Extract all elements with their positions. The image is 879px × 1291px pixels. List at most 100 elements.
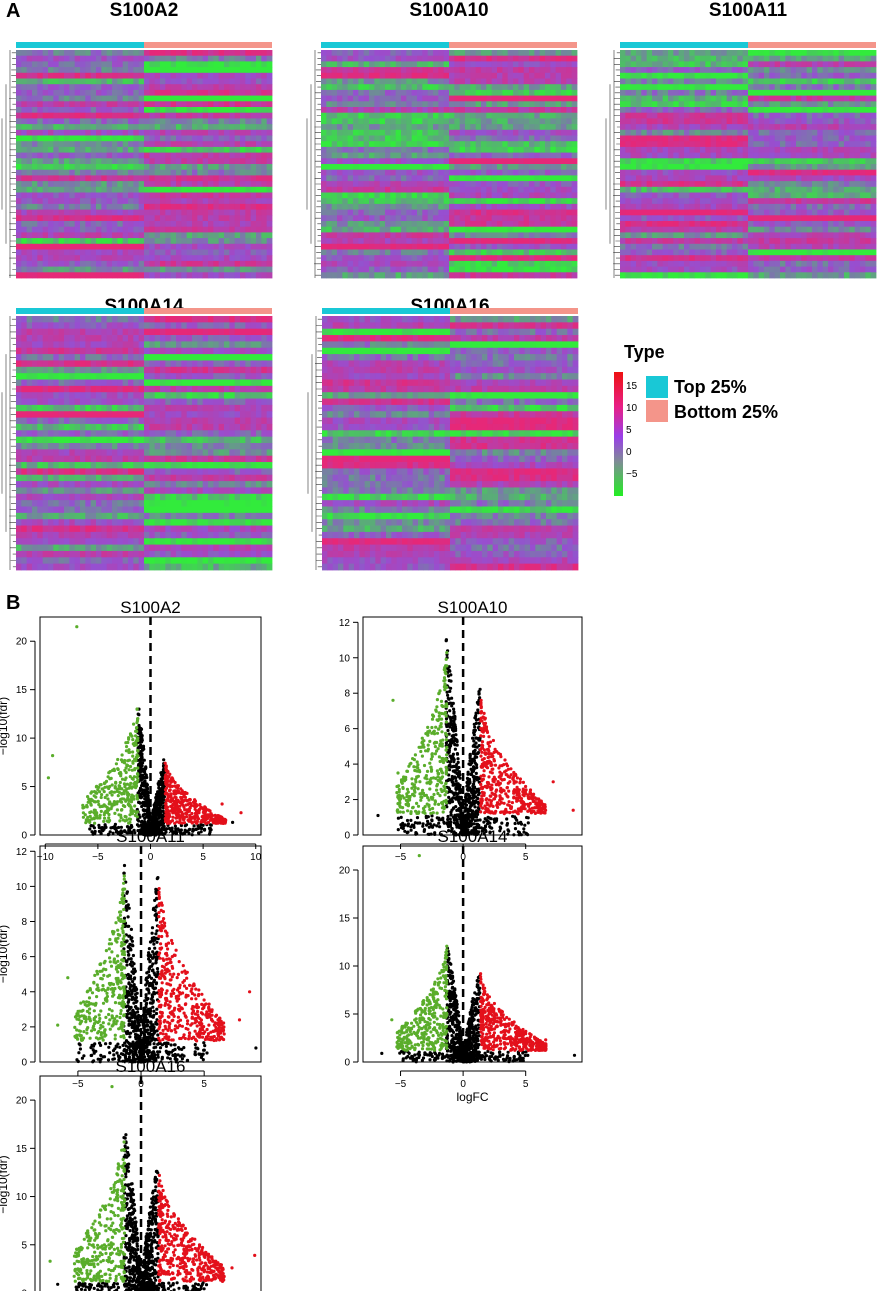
data-point (482, 711, 486, 715)
data-point (448, 744, 452, 748)
data-point (437, 821, 441, 825)
data-point (440, 775, 445, 779)
data-point (494, 783, 498, 787)
data-point (135, 707, 139, 711)
data-point (512, 781, 516, 785)
data-point (121, 931, 125, 935)
data-point (440, 801, 444, 805)
data-point (111, 1049, 116, 1053)
data-point (409, 825, 413, 829)
data-point (123, 814, 127, 819)
data-point (136, 772, 140, 777)
data-point (136, 748, 140, 753)
data-point (433, 740, 437, 744)
data-point (160, 988, 164, 992)
data-point (489, 811, 493, 815)
data-point (118, 1015, 122, 1020)
data-point (113, 1001, 118, 1005)
data-point (160, 981, 164, 985)
data-point (197, 831, 201, 835)
data-point (98, 813, 102, 817)
data-point (179, 823, 183, 828)
data-point (239, 811, 243, 815)
data-point (79, 1001, 83, 1005)
data-point (428, 739, 432, 743)
data-point (415, 775, 419, 779)
data-point (136, 763, 141, 768)
data-point (200, 1035, 205, 1039)
data-point (184, 798, 188, 802)
data-point (207, 1002, 211, 1006)
data-point (145, 792, 149, 796)
data-point (167, 826, 171, 831)
data-point (440, 817, 444, 821)
data-point (117, 918, 121, 922)
data-point (493, 763, 498, 767)
data-point (164, 806, 168, 810)
data-point (135, 721, 139, 725)
x-tick-label: 10 (250, 852, 262, 863)
data-point (109, 964, 114, 968)
data-point (147, 947, 151, 951)
data-point (456, 782, 460, 786)
data-point (133, 831, 137, 835)
data-point (444, 790, 448, 794)
volcano-title: S100A11 (116, 827, 185, 846)
row-dendrogram (1, 316, 16, 570)
data-point (179, 831, 183, 835)
data-point (106, 986, 110, 990)
data-point (151, 983, 155, 987)
data-point (449, 760, 453, 764)
data-point (167, 969, 171, 973)
data-point (174, 792, 178, 796)
data-point (447, 777, 451, 781)
data-point (108, 937, 112, 942)
data-point (163, 775, 167, 779)
data-point (483, 761, 487, 765)
data-point (136, 1020, 140, 1025)
data-point (160, 1014, 164, 1018)
data-point (215, 1021, 219, 1025)
data-point (493, 747, 497, 751)
data-point (82, 1014, 86, 1018)
data-point (79, 1020, 83, 1025)
data-point (195, 1006, 199, 1010)
volcano-title: S100A14 (438, 827, 508, 846)
data-point (412, 825, 416, 829)
data-point (120, 897, 124, 901)
data-point (144, 978, 148, 982)
data-point (160, 801, 164, 805)
y-tick-label: 12 (16, 847, 28, 858)
data-point (155, 957, 159, 961)
data-point (120, 791, 124, 795)
data-point (130, 939, 134, 943)
data-point (436, 727, 441, 731)
data-point (99, 795, 103, 800)
data-point (133, 992, 138, 997)
data-point (421, 824, 425, 828)
data-point (106, 797, 110, 801)
data-point (123, 785, 127, 789)
data-point (444, 672, 448, 676)
data-point (452, 739, 456, 743)
data-point (517, 809, 521, 813)
data-point (93, 831, 97, 835)
data-point (92, 1028, 97, 1032)
x-tick-label: 5 (201, 1079, 207, 1090)
data-point (450, 776, 454, 780)
heatmap (604, 40, 878, 280)
data-point (122, 907, 126, 912)
data-point (94, 1020, 98, 1024)
data-point (492, 820, 497, 824)
data-point (153, 805, 157, 809)
data-point (469, 762, 473, 766)
data-point (191, 816, 195, 820)
data-point (475, 765, 479, 770)
data-point (78, 1014, 82, 1019)
data-point (90, 1029, 94, 1033)
data-point (506, 803, 510, 807)
data-point (101, 984, 105, 988)
data-point (120, 808, 124, 812)
data-point (412, 784, 416, 788)
data-point (175, 803, 179, 807)
